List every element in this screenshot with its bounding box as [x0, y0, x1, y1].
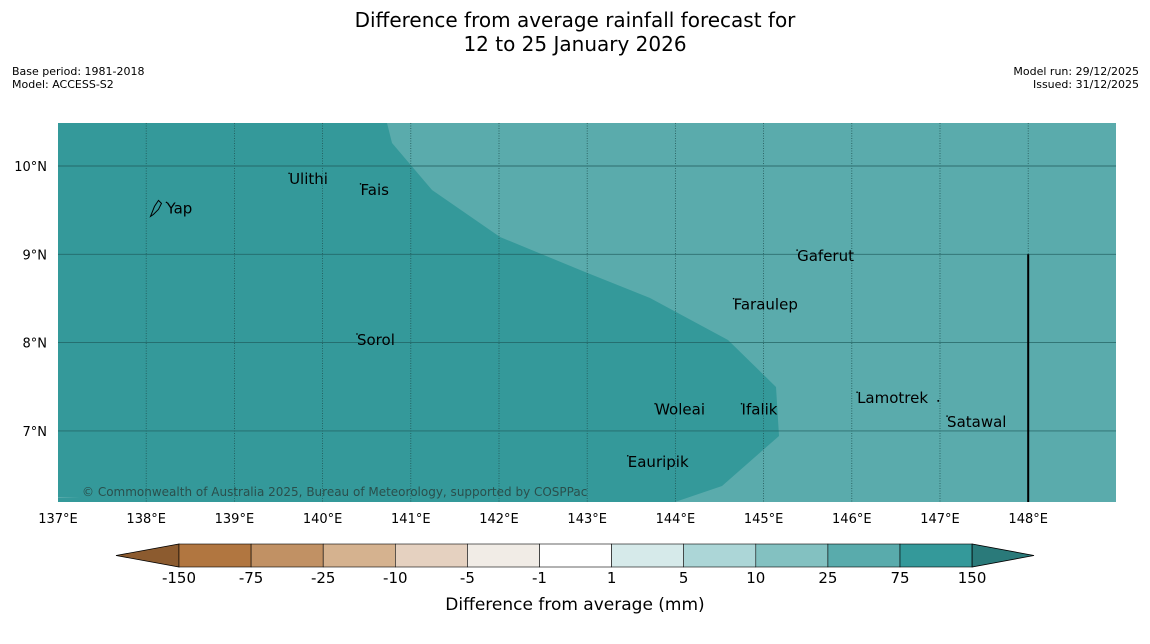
place-labels: Yap Ulithi Fais Gaferut Faraulep Sorol Lamotre…	[165, 170, 1006, 471]
place-label: Ulithi	[289, 170, 328, 188]
island-marker	[654, 402, 656, 405]
island-marker	[856, 391, 858, 394]
island-marker	[796, 249, 798, 251]
latitude-tick-label: 7°N	[23, 425, 48, 440]
place-label: Fais	[361, 181, 390, 199]
map-gridlines	[58, 123, 1116, 502]
model-name: Model: ACCESS-S2	[12, 78, 114, 91]
base-period: Base period: 1981-2018	[12, 65, 145, 78]
colorbar-tick-label: 150	[958, 569, 987, 587]
title-line-2: 12 to 25 January 2026	[463, 32, 687, 56]
colorbar-segment	[539, 543, 612, 568]
map-layer: Yap Ulithi Fais Gaferut Faraulep Sorol Lamotre…	[58, 123, 1116, 502]
colorbar-extend-high	[971, 543, 1035, 568]
colorbar-segment	[683, 543, 757, 568]
colorbar-segment	[250, 543, 324, 568]
longitude-tick-label: 148°E	[1008, 512, 1048, 527]
colorbar-segment	[611, 543, 684, 568]
colorbar-segment	[467, 543, 540, 568]
island-marker	[937, 399, 940, 402]
latitude-tick-label: 9°N	[23, 248, 48, 263]
colorbar-segment	[899, 543, 973, 568]
colorbar-segment	[827, 543, 901, 568]
island-marker	[359, 183, 362, 185]
title-line-1: Difference from average rainfall forecas…	[354, 8, 796, 32]
longitude-tick-label: 140°E	[303, 512, 343, 527]
place-label: Woleai	[655, 401, 705, 419]
colorbar-tick-label: 1	[607, 569, 617, 587]
colorbar-segment	[394, 543, 468, 568]
colorbar-extend-low	[115, 543, 180, 568]
latitude-tick-label: 10°N	[14, 160, 47, 175]
model-run: Model run: 29/12/2025	[1013, 65, 1139, 78]
longitude-tick-label: 143°E	[567, 512, 607, 527]
colorbar-tick-label: -150	[162, 569, 196, 587]
longitude-tick-label: 137°E	[38, 512, 78, 527]
place-label: Ifalik	[742, 401, 778, 419]
colorbar-tick-label: 10	[746, 569, 765, 587]
island-marker	[732, 297, 735, 300]
place-label: Yap	[165, 199, 192, 217]
island-marker	[288, 172, 290, 175]
meta-left: Base period: 1981-2018 Model: ACCESS-S2	[12, 65, 144, 91]
map-region-darker-teal	[58, 123, 779, 502]
longitude-tick-label: 145°E	[744, 512, 784, 527]
longitude-tick-label: 141°E	[391, 512, 431, 527]
colorbar-tick-label: -25	[311, 569, 336, 587]
colorbar-tick-label: -10	[383, 569, 408, 587]
place-label: Eauripik	[628, 453, 689, 471]
island-marker	[740, 402, 743, 405]
island-marker	[356, 333, 358, 335]
colorbar: -150 -75 -25 -10 -5 -1 1 5 10 25 75 150 Difference f…	[115, 543, 1035, 615]
island-marker	[165, 201, 168, 204]
colorbar-tick-label: 5	[679, 569, 689, 587]
island-marker	[626, 455, 629, 457]
colorbar-segment	[322, 543, 396, 568]
place-label: Satawal	[947, 413, 1006, 431]
colorbar-segment	[755, 543, 829, 568]
latitude-tick-label: 8°N	[23, 337, 48, 352]
colorbar-tick-label: -5	[460, 569, 475, 587]
colorbar-tick-label: -75	[239, 569, 264, 587]
island-marker	[946, 415, 948, 417]
longitude-tick-label: 144°E	[656, 512, 696, 527]
place-label: Gaferut	[797, 247, 854, 265]
longitude-tick-label: 139°E	[215, 512, 255, 527]
copyright-text: © Commonwealth of Australia 2025, Bureau…	[82, 485, 587, 499]
longitude-tick-label: 147°E	[920, 512, 960, 527]
longitude-tick-label: 146°E	[832, 512, 872, 527]
place-label: Sorol	[357, 331, 395, 349]
colorbar-tick-label: 25	[818, 569, 837, 587]
colorbar-tick-label: 75	[890, 569, 909, 587]
colorbar-title: Difference from average (mm)	[445, 595, 704, 615]
colorbar-tick-label: -1	[532, 569, 547, 587]
colorbar-segment	[178, 543, 252, 568]
place-label: Faraulep	[734, 296, 798, 314]
longitude-tick-label: 138°E	[126, 512, 166, 527]
chart-title: Difference from average rainfall forecas…	[0, 8, 1150, 56]
yap-island-outline	[149, 199, 163, 218]
meta-right: Model run: 29/12/2025 Issued: 31/12/2025	[1013, 65, 1139, 91]
axis-labels: 137°E 138°E 139°E 140°E 141°E 142°E 143°E 144°E…	[14, 160, 1048, 527]
longitude-tick-label: 142°E	[479, 512, 519, 527]
place-label: Lamotrek	[857, 389, 928, 407]
issued-date: Issued: 31/12/2025	[1032, 78, 1139, 91]
